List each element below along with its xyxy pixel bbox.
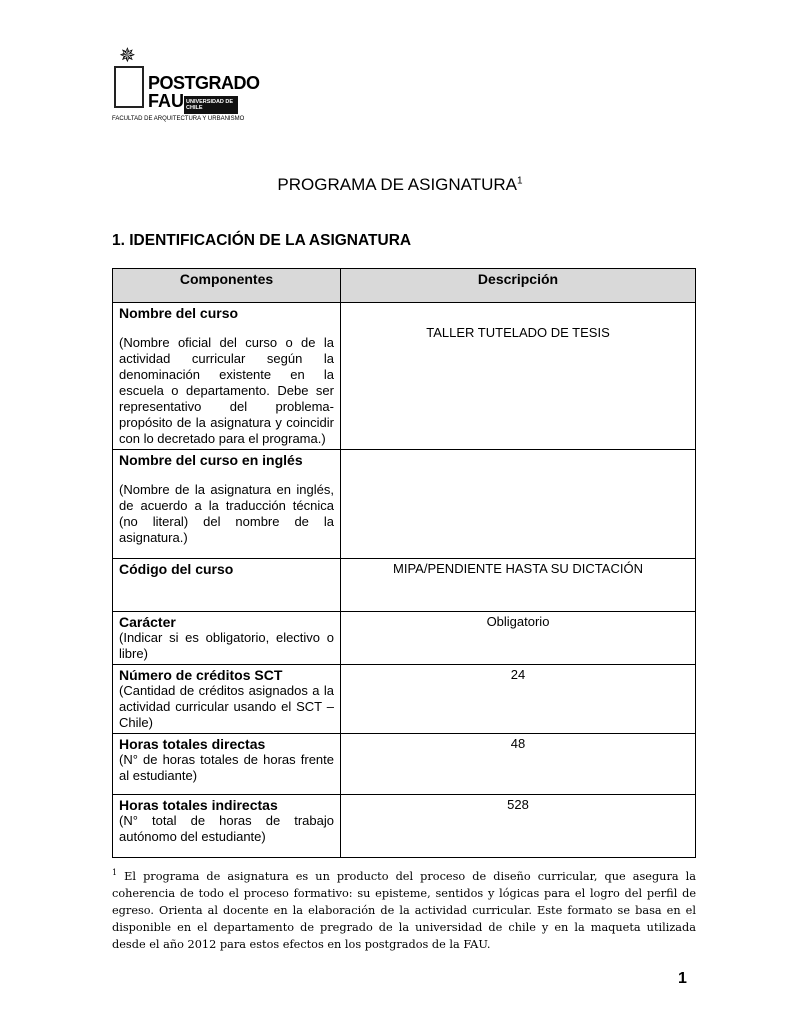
table-row: Nombre del curso (Nombre oficial del curs… [112, 302, 696, 450]
header-descripcion: Descripción [340, 268, 696, 303]
table-row: Horas totales directas (N° de horas total… [112, 733, 696, 795]
description-value: 48 [510, 736, 526, 751]
description-cell: TALLER TUTELADO DE TESIS [340, 302, 696, 450]
header-componentes: Componentes [112, 268, 341, 303]
component-description: (Indicar si es obligatorio, electivo o l… [119, 630, 334, 661]
description-cell: MIPA/PENDIENTE HASTA SU DICTACIÓN [340, 558, 696, 612]
footnote-divider [112, 857, 300, 858]
postgrado-fau-logo: ✵ POSTGRADO FAU UNIVERSIDAD DE CHILE FAC… [108, 45, 260, 126]
component-cell: Número de créditos SCT (Cantidad de crédi… [112, 664, 341, 734]
table-row: Número de créditos SCT (Cantidad de crédi… [112, 664, 696, 734]
description-value: 24 [510, 667, 526, 682]
logo-line2: FAU [148, 91, 184, 111]
component-cell: Nombre del curso en inglés (Nombre de la … [112, 449, 341, 559]
component-label: Horas totales indirectas [119, 797, 278, 813]
section-heading: 1. IDENTIFICACIÓN DE LA ASIGNATURA [112, 232, 412, 249]
component-label: Carácter [119, 614, 176, 630]
description-cell: 48 [340, 733, 696, 795]
table-row: Nombre del curso en inglés (Nombre de la … [112, 449, 696, 559]
page-number: 1 [678, 970, 687, 987]
table-row: Carácter (Indicar si es obligatorio, elec… [112, 611, 696, 665]
table-row: Código del curso MIPA/PENDIENTE HASTA SU … [112, 558, 696, 612]
description-value: MIPA/PENDIENTE HASTA SU DICTACIÓN [393, 561, 643, 576]
component-label: Código del curso [119, 561, 234, 577]
description-value: Obligatorio [486, 614, 550, 629]
footnote: 1 El programa de asignatura es un produc… [112, 864, 696, 953]
component-cell: Horas totales directas (N° de horas total… [112, 733, 341, 795]
component-label: Nombre del curso en inglés [119, 452, 303, 468]
footnote-mark: 1 [517, 175, 523, 187]
logo-badge: UNIVERSIDAD DE CHILE [184, 96, 238, 114]
component-label: Número de créditos SCT [119, 667, 283, 683]
component-description: (N° de horas totales de horas frente al … [119, 752, 334, 783]
footnote-text: El programa de asignatura es un producto… [112, 869, 696, 951]
component-label: Nombre del curso [119, 305, 239, 321]
description-value: 528 [507, 797, 529, 812]
page-title: PROGRAMA DE ASIGNATURA1 [0, 175, 800, 195]
description-cell: 24 [340, 664, 696, 734]
component-cell: Carácter (Indicar si es obligatorio, elec… [112, 611, 341, 665]
component-description: (Nombre oficial del curso o de la activi… [119, 335, 334, 446]
logo-subtitle: FACULTAD DE ARQUITECTURA Y URBANISMO [112, 116, 245, 122]
identification-table: Componentes Descripción Nombre del curso… [112, 268, 696, 858]
table-header-row: Componentes Descripción [112, 268, 696, 303]
description-value: TALLER TUTELADO DE TESIS [426, 325, 610, 340]
description-cell: 528 [340, 794, 696, 858]
description-cell: Obligatorio [340, 611, 696, 665]
star-emblem-icon: ✵ [119, 45, 136, 67]
component-cell: Nombre del curso (Nombre oficial del curs… [112, 302, 341, 450]
component-description: (Nombre de la asignatura en inglés, de a… [119, 482, 334, 545]
component-description: (Cantidad de créditos asignados a la act… [119, 683, 334, 730]
footnote-number: 1 [112, 868, 118, 877]
university-crest-icon [114, 66, 144, 108]
table-row: Horas totales indirectas (N° total de hor… [112, 794, 696, 858]
description-cell [340, 449, 696, 559]
component-description: (N° total de horas de trabajo autónomo d… [119, 813, 334, 844]
component-cell: Código del curso [112, 558, 341, 612]
component-label: Horas totales directas [119, 736, 266, 752]
title-text: PROGRAMA DE ASIGNATURA [277, 175, 518, 194]
logo-line1: POSTGRADO [148, 73, 260, 93]
component-cell: Horas totales indirectas (N° total de hor… [112, 794, 341, 858]
